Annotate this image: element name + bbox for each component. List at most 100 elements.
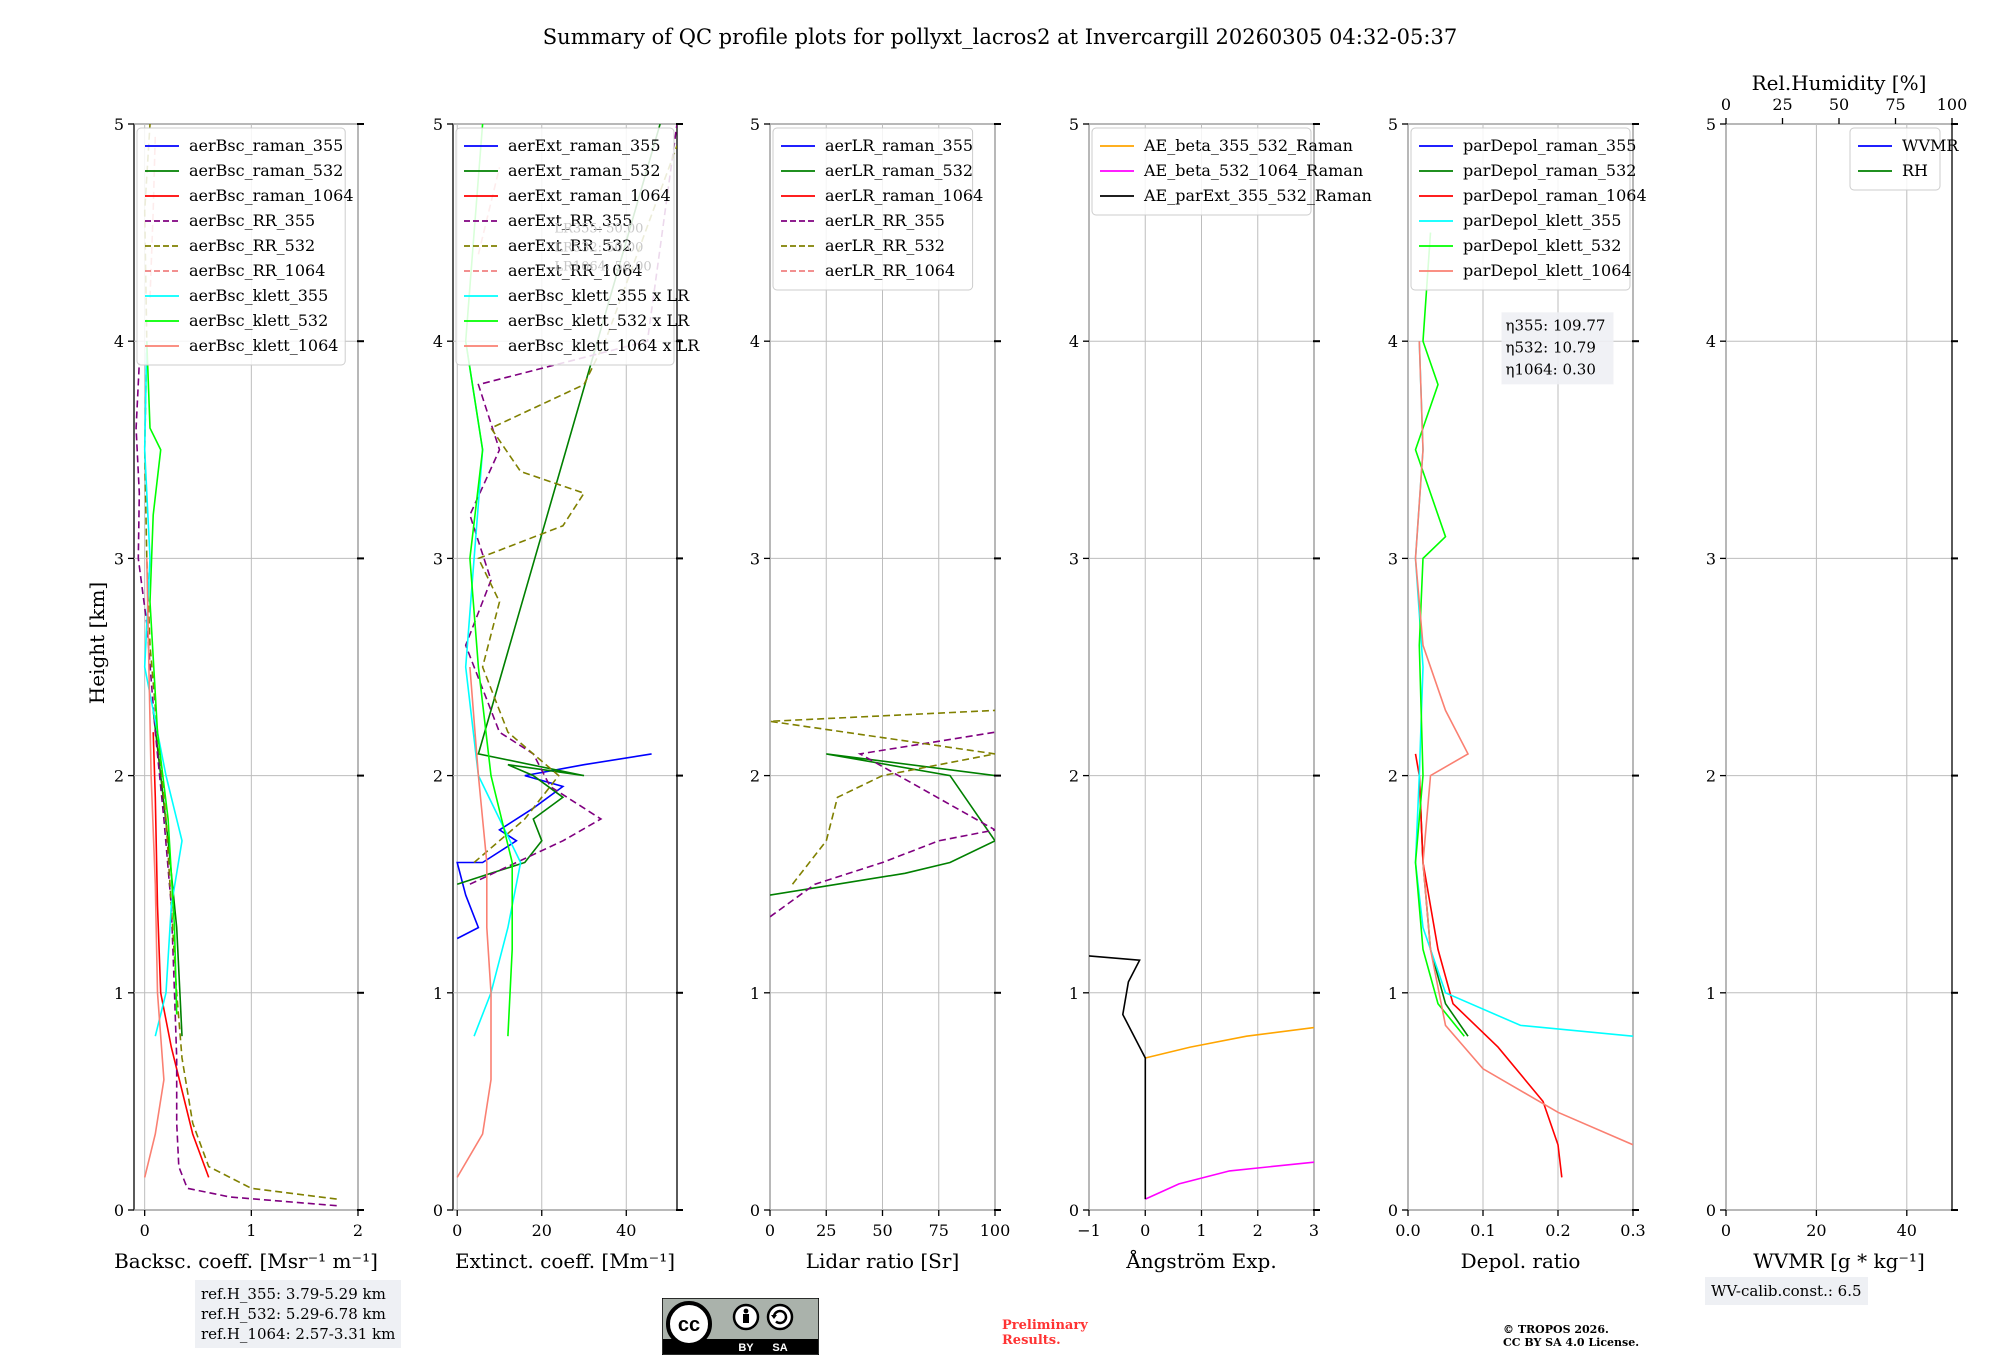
- x-tick-label: 0: [452, 1221, 462, 1240]
- legend-box: [1091, 127, 1312, 216]
- legend-label: aerExt_raman_1064: [508, 186, 671, 205]
- y-tick-label: 2: [750, 767, 760, 786]
- wv-calibration-text: WV-calib.const.: 6.5: [1711, 1282, 1862, 1300]
- cc-logo-text: cc: [678, 1314, 700, 1336]
- legend: WVMR RH: [1849, 127, 1959, 191]
- y-tick-label: 5: [114, 115, 124, 134]
- copyright-note: © TROPOS 2026. CC BY SA 4.0 License.: [1503, 1323, 1639, 1349]
- y-tick-label: 2: [433, 767, 443, 786]
- x-axis-label: Ångström Exp.: [1125, 1248, 1276, 1273]
- eta-label: η1064: 0.30: [1506, 360, 1596, 378]
- y-tick-label: 4: [114, 332, 124, 351]
- legend-label: parDepol_raman_532: [1463, 161, 1636, 180]
- top-x-tick-label: 0: [1721, 95, 1731, 114]
- figure-title: Summary of QC profile plots for pollyxt_…: [543, 25, 1457, 49]
- x-tick-label: 0: [140, 1221, 150, 1240]
- x-tick-label: 0.0: [1395, 1221, 1420, 1240]
- legend-label: parDepol_klett_355: [1463, 211, 1621, 230]
- series-line-aerExt-RR-532: [473, 145, 677, 864]
- y-tick-label: 2: [1069, 767, 1079, 786]
- legend: AE_beta_355_532_Raman AE_beta_532_1064_Ra…: [1091, 127, 1372, 216]
- y-tick-label: 4: [1388, 332, 1398, 351]
- legend-label: aerBsc_klett_532: [189, 311, 328, 330]
- legend-label: aerBsc_raman_532: [189, 161, 343, 180]
- x-axis-label: Depol. ratio: [1461, 1249, 1581, 1273]
- x-tick-label: 100: [980, 1221, 1011, 1240]
- x-tick-label: 3: [1309, 1221, 1319, 1240]
- y-tick-label: 5: [750, 115, 760, 134]
- legend-label: WVMR: [1902, 136, 1959, 155]
- x-tick-label: 0: [765, 1221, 775, 1240]
- y-axis-label: Height [km]: [85, 582, 109, 704]
- legend: aerExt_raman_355 aerExt_raman_532 aerExt_r…: [455, 127, 700, 366]
- legend-label: aerBsc_klett_532 x LR: [508, 311, 690, 330]
- series-line-AE-beta-355-532-Raman: [1145, 1026, 1314, 1059]
- x-tick-label: 2: [353, 1221, 363, 1240]
- legend-label: aerBsc_RR_355: [189, 211, 315, 230]
- series-line-parDepol-klett-1064: [1414, 341, 1633, 1146]
- x-axis-label: Extinct. coeff. [Mm⁻¹]: [455, 1249, 675, 1273]
- legend: parDepol_raman_355 parDepol_raman_532 parD…: [1410, 127, 1647, 291]
- y-tick-label: 5: [1069, 115, 1079, 134]
- series-line-aerLR-RR-355: [770, 731, 995, 918]
- legend-label: aerLR_RR_532: [825, 236, 945, 255]
- wv-calibration-box: WV-calib.const.: 6.5: [1705, 1277, 1868, 1305]
- x-tick-label: 50: [872, 1221, 892, 1240]
- y-tick-label: 1: [1706, 984, 1716, 1003]
- legend-box: [772, 127, 974, 291]
- series-line-aerLR-RR-532: [770, 709, 995, 885]
- legend-label: parDepol_klett_532: [1463, 236, 1621, 255]
- series-line-aerBsc-klett-1064: [143, 558, 165, 1178]
- legend-label: aerExt_RR_355: [508, 211, 632, 230]
- panel-lidar_ratio: 0 25 50 75 100 0 1 2 3 4 5 Lidar ratio [Sr] aerLR_ra…: [750, 115, 1010, 1273]
- x-tick-label: 1: [246, 1221, 256, 1240]
- legend-label: AE_beta_355_532_Raman: [1143, 136, 1353, 155]
- legend-box: [1410, 127, 1631, 291]
- y-tick-label: 3: [1388, 549, 1398, 568]
- legend-label: aerExt_RR_532: [508, 236, 632, 255]
- lidar-ratio-annotation: LR532: 50.00: [554, 241, 643, 256]
- top-x-tick-label: 75: [1885, 95, 1905, 114]
- x-tick-label: 2: [1253, 1221, 1263, 1240]
- legend-label: aerBsc_raman_355: [189, 136, 343, 155]
- legend-label: aerLR_raman_532: [825, 161, 973, 180]
- plot-area: [1725, 123, 1953, 1211]
- panel-water_vapor: 0 20 40 0 1 2 3 4 5 WVMR [g * kg⁻¹] 0 25 50 75 100 Rel.…: [1706, 71, 1967, 1273]
- y-tick-label: 0: [433, 1201, 443, 1220]
- top-x-tick-label: 100: [1937, 95, 1968, 114]
- x-tick-label: 0.1: [1470, 1221, 1495, 1240]
- eta-label: η355: 109.77: [1506, 316, 1606, 334]
- series-line-AE-beta-532-1064-Raman: [1144, 1161, 1314, 1200]
- legend-label: aerBsc_RR_532: [189, 236, 315, 255]
- lidar-ratio-annotation: LR1064: 50.00: [554, 260, 651, 275]
- legend-label: AE_beta_532_1064_Raman: [1143, 161, 1363, 180]
- y-tick-label: 3: [1706, 549, 1716, 568]
- series-line-aerBsc-klett-1064-x-LR: [456, 666, 492, 1178]
- by-label: BY: [738, 1342, 754, 1354]
- legend-label: aerBsc_klett_355: [189, 286, 328, 305]
- y-tick-label: 0: [1069, 1201, 1079, 1220]
- lidar-ratio-annotation: LR355: 50.00: [554, 222, 643, 237]
- x-tick-label: 75: [929, 1221, 949, 1240]
- panel-extinction: 0 20 40 0 1 2 3 4 5 Extinct. coeff. [Mm⁻¹] aerExt_…: [433, 115, 700, 1273]
- x-tick-label: 0: [1140, 1221, 1150, 1240]
- legend-label: aerExt_raman_355: [508, 136, 661, 155]
- y-tick-label: 4: [433, 332, 443, 351]
- copyright-line-2: CC BY SA 4.0 License.: [1503, 1336, 1640, 1349]
- y-tick-label: 1: [433, 984, 443, 1003]
- x-axis-label: Lidar ratio [Sr]: [806, 1249, 960, 1273]
- legend-label: aerBsc_klett_1064 x LR: [508, 336, 700, 355]
- cc-logo-icon: [666, 1301, 712, 1347]
- legend-label: parDepol_klett_1064: [1463, 261, 1632, 280]
- y-tick-label: 1: [1388, 984, 1398, 1003]
- eta-label: η532: 10.79: [1506, 338, 1596, 356]
- x-tick-label: 20: [532, 1221, 552, 1240]
- sa-label: SA: [772, 1342, 787, 1354]
- ref-height-532: ref.H_532: 5.29-6.78 km: [201, 1305, 386, 1323]
- legend-box: [1849, 127, 1941, 191]
- y-tick-label: 1: [750, 984, 760, 1003]
- x-tick-label: 25: [816, 1221, 836, 1240]
- legend: aerLR_raman_355 aerLR_raman_532 aerLR_rama…: [772, 127, 983, 291]
- legend-label: parDepol_raman_1064: [1463, 186, 1647, 205]
